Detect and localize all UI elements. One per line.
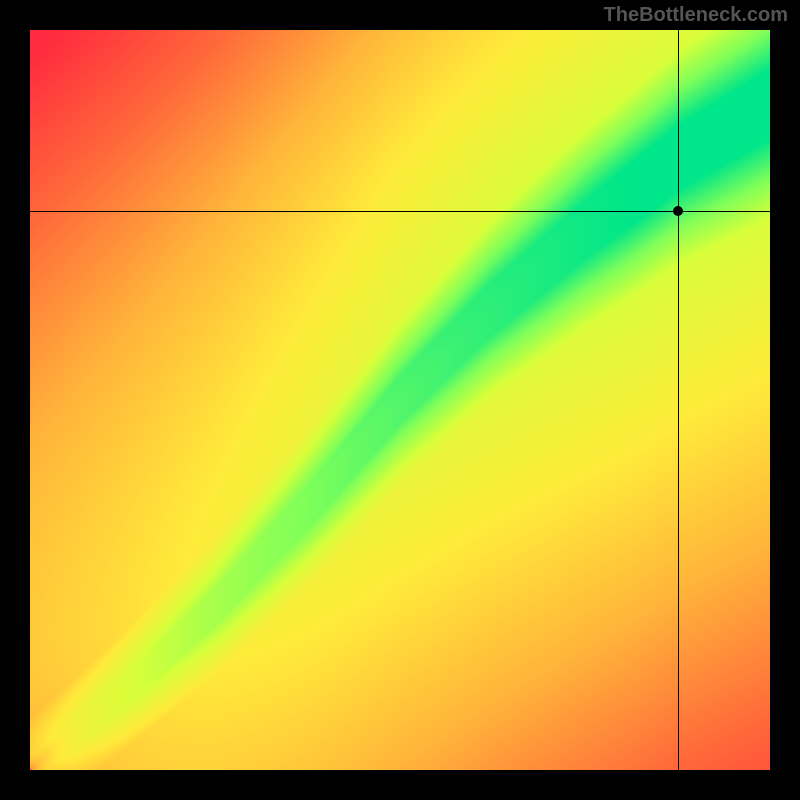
heatmap-canvas <box>30 30 770 770</box>
watermark-text: TheBottleneck.com <box>604 4 788 27</box>
heatmap-chart <box>30 30 770 770</box>
crosshair-horizontal <box>30 211 770 212</box>
crosshair-marker <box>673 206 683 216</box>
crosshair-vertical <box>678 30 679 770</box>
